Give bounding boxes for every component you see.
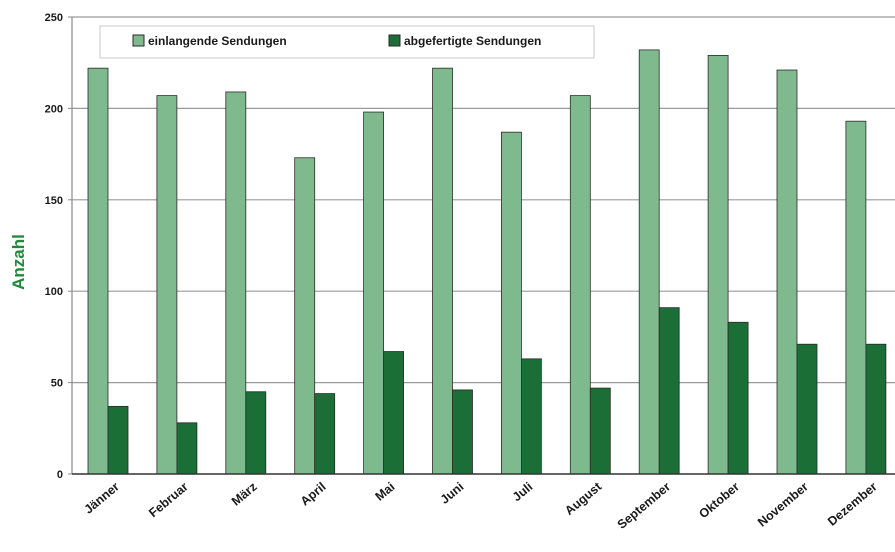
- x-tick-label: November: [755, 479, 811, 529]
- bar-einlangende: [156, 95, 178, 475]
- bar-einlangende: [363, 111, 385, 475]
- y-tick-label: 200: [45, 103, 63, 115]
- bar-abgefertigte: [245, 391, 267, 475]
- bar-abgefertigte: [383, 351, 405, 475]
- bar-abgefertigte: [865, 343, 887, 475]
- x-tick-label: August: [562, 479, 605, 518]
- y-tick-labels: 0 50 100 150 200 250: [45, 12, 72, 481]
- y-tick-label: 100: [45, 286, 63, 298]
- x-tick-label: Juli: [510, 480, 536, 505]
- bar-einlangende: [776, 69, 798, 475]
- bar-einlangende: [500, 131, 522, 475]
- bar-abgefertigte: [107, 405, 129, 475]
- x-tick-label: Juni: [438, 480, 467, 507]
- bar-abgefertigte: [314, 393, 336, 475]
- bar-abgefertigte: [796, 343, 818, 475]
- bar-einlangende: [87, 67, 109, 475]
- x-tick-label: Dezember: [825, 479, 880, 528]
- x-tick-label: April: [298, 480, 329, 509]
- bar-abgefertigte: [521, 358, 542, 475]
- bar-abgefertigte: [727, 321, 749, 475]
- legend-swatch-einlangende: [132, 34, 145, 47]
- y-axis-label: Anzahl: [9, 234, 28, 290]
- x-tick-label: Februar: [146, 479, 191, 520]
- bar-einlangende: [225, 91, 247, 475]
- bar-einlangende: [707, 54, 729, 475]
- x-tick-label: September: [615, 479, 674, 531]
- legend-box: [99, 25, 595, 59]
- y-tick-label: 50: [51, 378, 63, 390]
- x-tick-label: März: [229, 480, 260, 509]
- bar-einlangende: [569, 95, 591, 475]
- bar-einlangende: [432, 67, 453, 475]
- bar-abgefertigte: [589, 387, 611, 475]
- legend-swatch-abgefertigte: [388, 34, 401, 47]
- bar-einlangende: [845, 120, 867, 475]
- legend-label-einlangende: einlangende Sendungen: [148, 34, 287, 48]
- axes: [71, 17, 895, 475]
- x-tick-label: Oktober: [696, 479, 742, 521]
- bar-einlangende: [294, 157, 316, 475]
- bar-abgefertigte: [452, 389, 473, 475]
- y-tick-label: 250: [45, 12, 63, 24]
- y-tick-label: 150: [45, 195, 63, 207]
- x-tick-label: Mai: [373, 480, 398, 504]
- legend-label-abgefertigte: abgefertigte Sendungen: [404, 34, 541, 48]
- legend: einlangende Sendungen abgefertigte Sendu…: [99, 25, 595, 59]
- bars: [87, 49, 887, 475]
- bar-abgefertigte: [176, 422, 198, 475]
- gridlines: [72, 16, 895, 384]
- bar-einlangende: [638, 49, 660, 475]
- x-tick-labels: Jänner Februar März April Mai Juni Juli August S…: [82, 479, 880, 532]
- y-tick-label: 0: [57, 469, 63, 481]
- bar-abgefertigte: [658, 307, 680, 475]
- x-tick-label: Jänner: [82, 479, 123, 516]
